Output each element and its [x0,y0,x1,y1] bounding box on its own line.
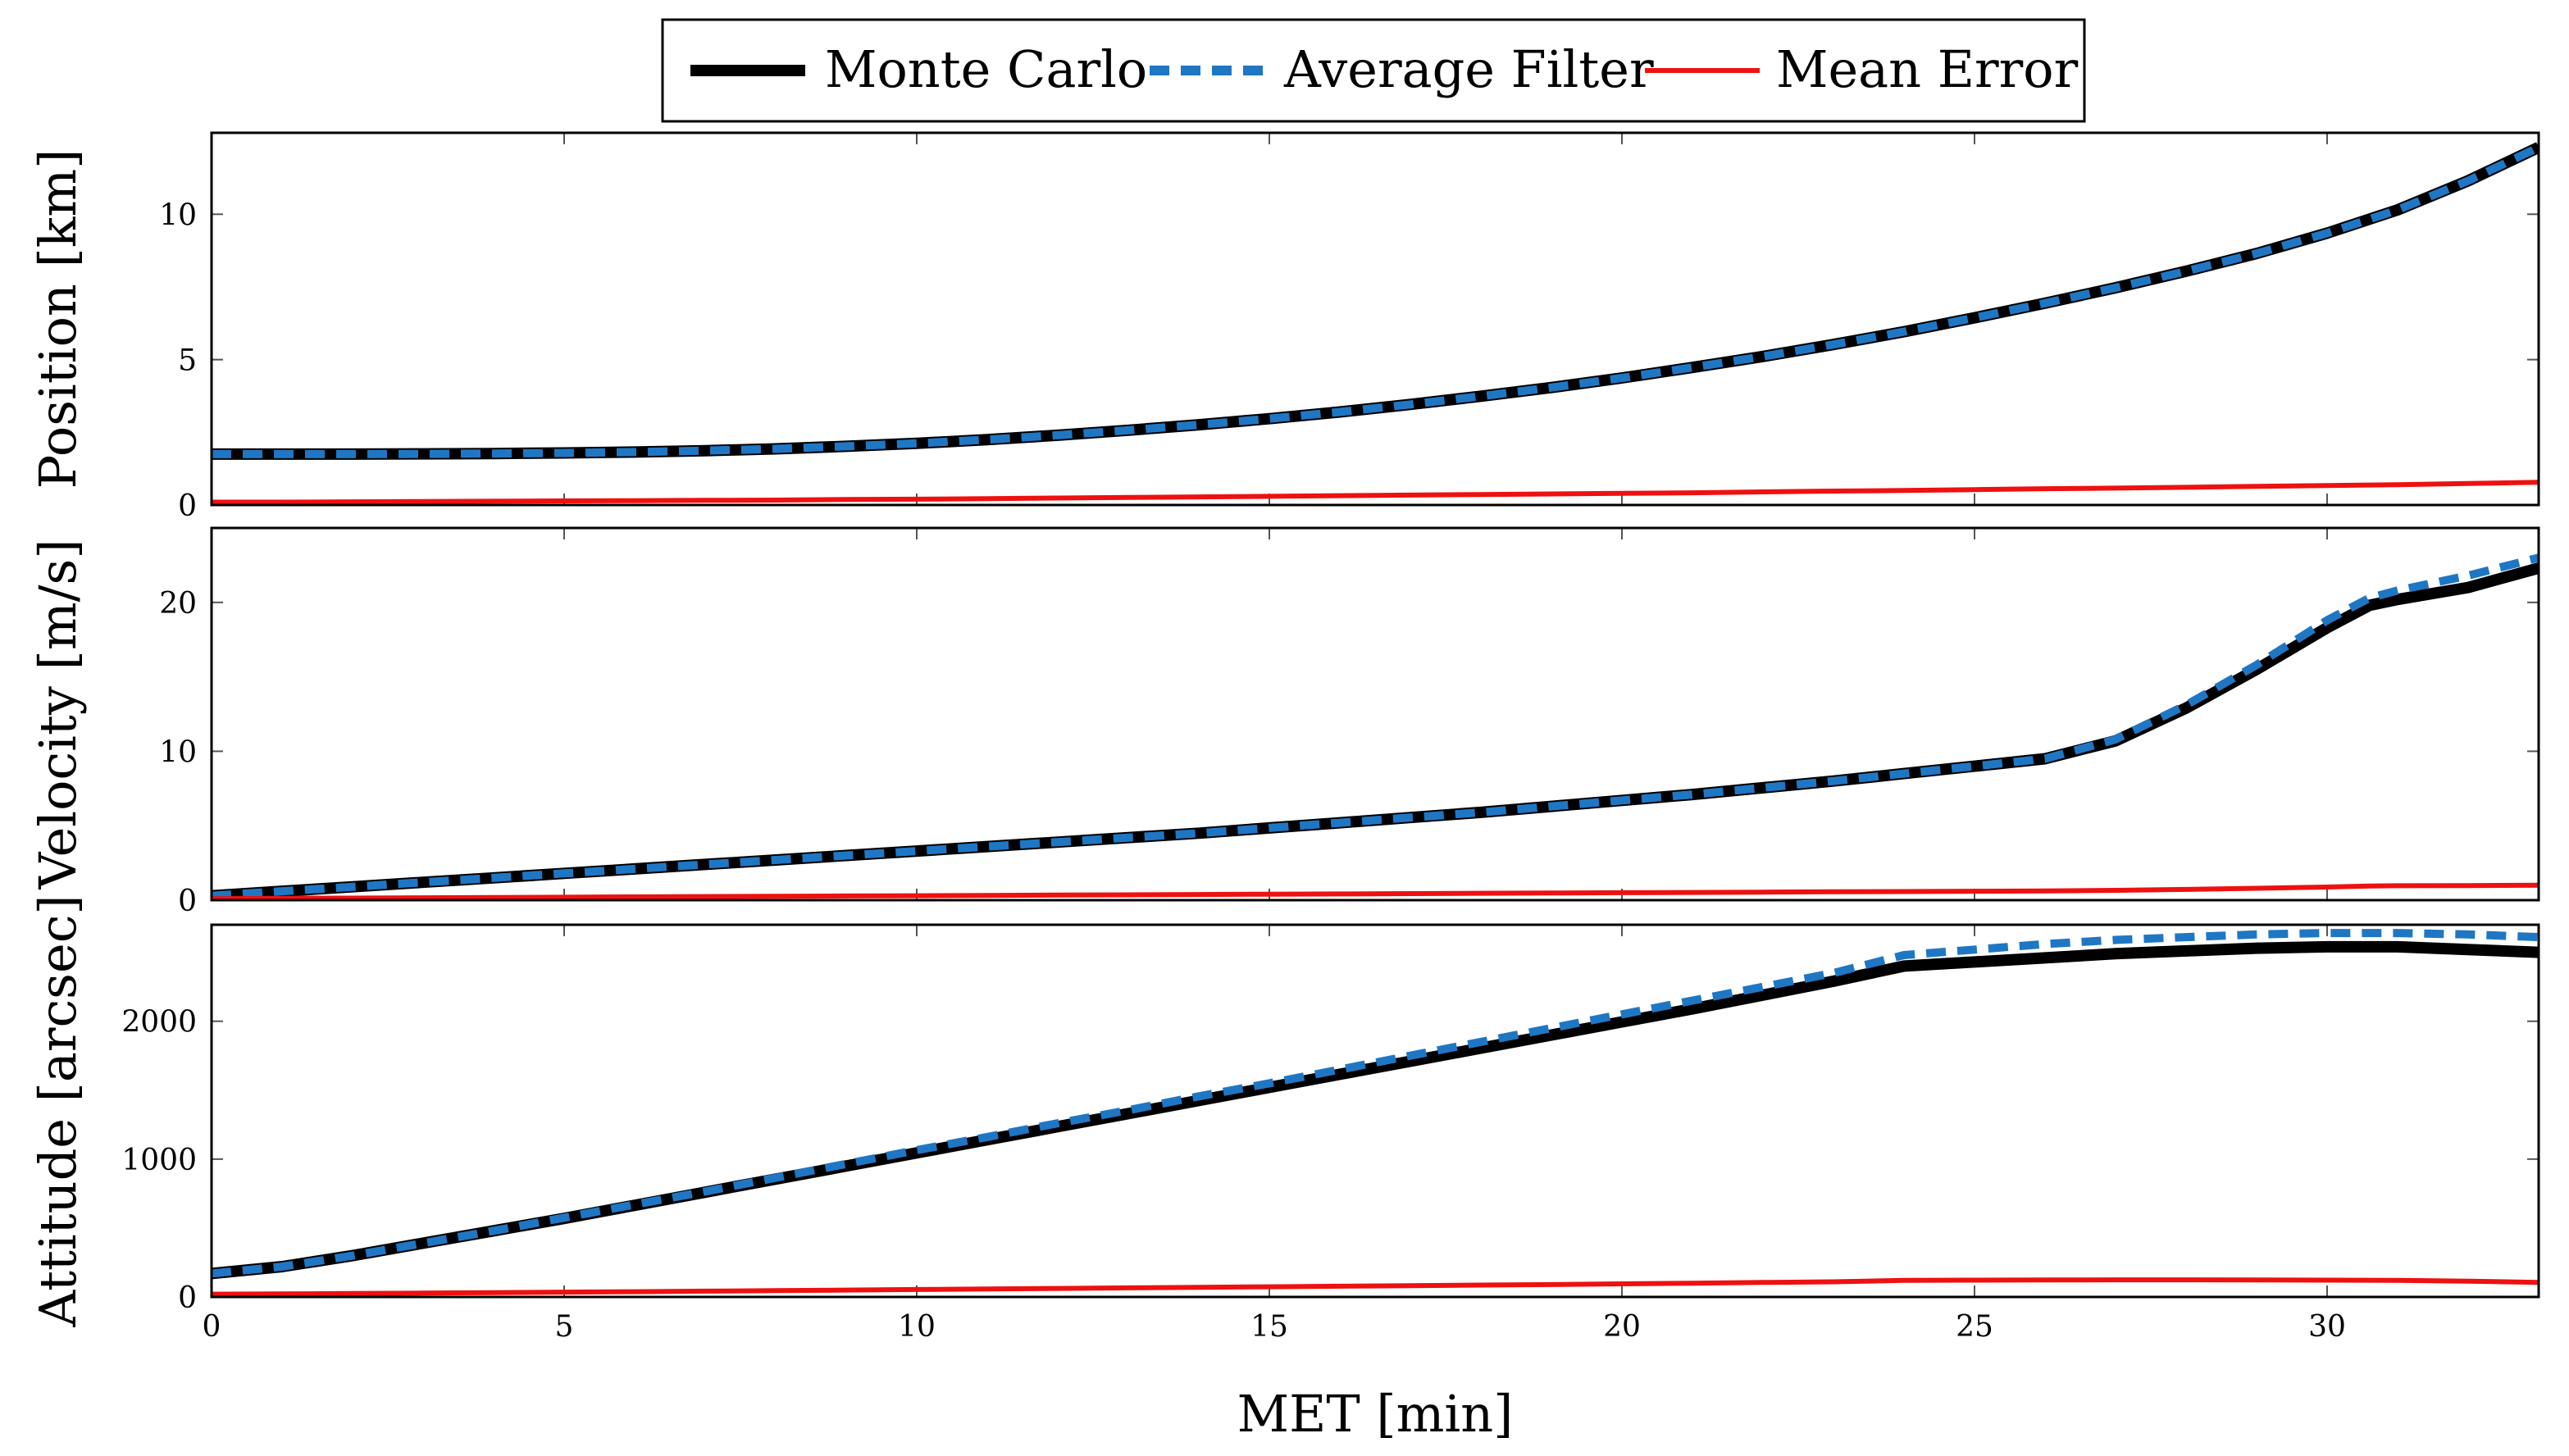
position-series-mean-error [212,480,2539,505]
position-series-average-filter [212,143,2539,458]
legend-label-average-filter: Average Filter [1283,39,1654,99]
attitude-series-average-filter [212,929,2539,1278]
legend-box [661,18,2086,123]
legend: Monte Carlo Average Filter Mean Error [661,18,2086,123]
x-tick-label: 20 [1603,1310,1641,1344]
attitude-plot-frame [210,923,2540,1299]
legend-label-mean-error: Mean Error [1776,39,2079,99]
attitude-y-tick-label: 0 [178,1281,197,1315]
position-y-tick-label: 10 [159,198,197,232]
attitude-y-tick-label: 2000 [121,1006,197,1040]
attitude-series-mean-error [212,1277,2539,1297]
x-tick-label: 0 [203,1310,221,1344]
attitude-ylabel: Attitude [arcsec] [28,894,88,1327]
velocity-y-tick-label: 20 [159,587,197,621]
velocity-y-tick-label: 10 [159,735,197,769]
velocity-ylabel: Velocity [m/s] [28,539,88,890]
attitude-panel: Attitude [arcsec] 0 5 10 15 20 25 30 0 1000 2000 [28,894,2540,1344]
velocity-panel: Velocity [m/s] 0 10 20 [28,526,2540,918]
position-ylabel: Position [km] [28,149,88,489]
velocity-plot-frame [210,526,2540,902]
velocity-series-average-filter [212,553,2539,900]
attitude-plot-frame [210,923,2540,1299]
velocity-series-mean-error [212,882,2539,900]
attitude-y-tick-label: 1000 [121,1144,197,1177]
position-y-tick-label: 5 [178,344,197,378]
x-axis-label: MET [min] [1237,1384,1514,1444]
x-tick-label: 25 [1956,1310,1993,1344]
velocity-plot-frame [210,526,2540,902]
x-tick-label: 5 [555,1310,574,1344]
legend-label-monte-carlo: Monte Carlo [825,39,1147,99]
x-tick-label: 15 [1250,1310,1288,1344]
x-tick-label: 30 [2308,1310,2346,1344]
position-panel: Position [km] 0 5 10 [28,131,2540,523]
position-y-tick-label: 0 [178,489,197,523]
velocity-y-tick-label: 0 [178,885,197,918]
position-plot-frame [210,131,2540,507]
x-tick-label: 10 [898,1310,936,1344]
